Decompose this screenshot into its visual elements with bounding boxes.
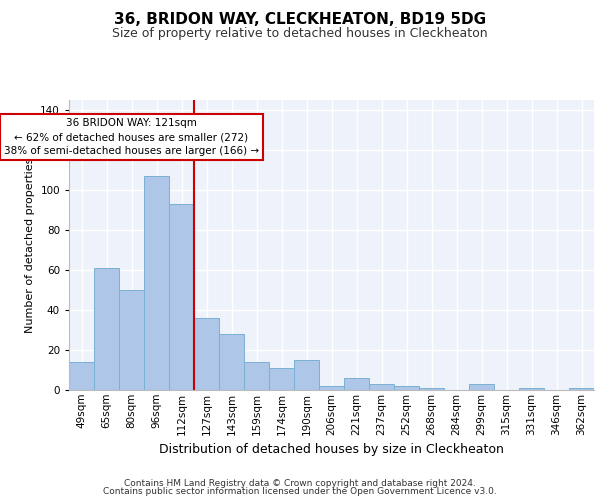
X-axis label: Distribution of detached houses by size in Cleckheaton: Distribution of detached houses by size … [159,443,504,456]
Bar [319,386,344,390]
Bar [219,334,244,390]
Bar [369,384,394,390]
Bar [419,388,444,390]
Bar [69,362,94,390]
Bar [294,360,319,390]
Y-axis label: Number of detached properties: Number of detached properties [25,158,35,332]
Bar [394,386,419,390]
Bar [244,362,269,390]
Bar [144,176,169,390]
Bar [344,378,369,390]
Text: 36 BRIDON WAY: 121sqm
← 62% of detached houses are smaller (272)
38% of semi-det: 36 BRIDON WAY: 121sqm ← 62% of detached … [4,118,259,156]
Bar [119,290,144,390]
Bar [519,388,544,390]
Bar [94,268,119,390]
Text: Contains HM Land Registry data © Crown copyright and database right 2024.: Contains HM Land Registry data © Crown c… [124,478,476,488]
Bar [569,388,594,390]
Bar [469,384,494,390]
Bar [269,368,294,390]
Bar [194,318,219,390]
Text: Size of property relative to detached houses in Cleckheaton: Size of property relative to detached ho… [112,28,488,40]
Text: Contains public sector information licensed under the Open Government Licence v3: Contains public sector information licen… [103,487,497,496]
Bar [169,204,194,390]
Text: 36, BRIDON WAY, CLECKHEATON, BD19 5DG: 36, BRIDON WAY, CLECKHEATON, BD19 5DG [114,12,486,28]
